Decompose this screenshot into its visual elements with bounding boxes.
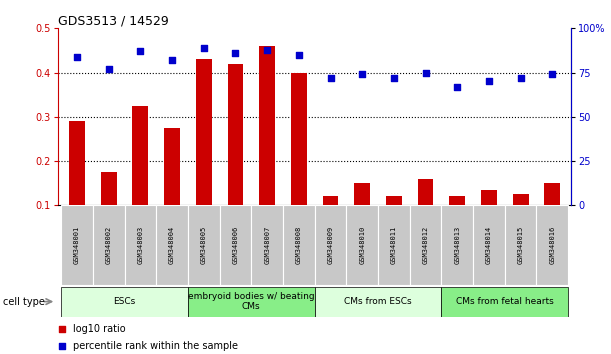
Point [547, 72, 557, 77]
Point [357, 72, 367, 77]
Point [57, 326, 67, 331]
Bar [536, 205, 568, 285]
Bar [505, 205, 536, 285]
Bar [354, 183, 370, 250]
Bar [378, 205, 410, 285]
Point [199, 45, 209, 51]
Point [72, 54, 82, 59]
Bar [93, 205, 125, 285]
Bar [441, 205, 473, 285]
Text: GSM348012: GSM348012 [423, 226, 428, 264]
Bar [513, 194, 529, 250]
Text: CMs from ESCs: CMs from ESCs [344, 297, 412, 306]
Bar [315, 205, 346, 285]
Bar [386, 196, 402, 250]
Text: GSM348010: GSM348010 [359, 226, 365, 264]
Bar [188, 205, 219, 285]
Text: embryoid bodies w/ beating
CMs: embryoid bodies w/ beating CMs [188, 292, 315, 312]
Text: log10 ratio: log10 ratio [73, 324, 125, 333]
Text: percentile rank within the sample: percentile rank within the sample [73, 341, 238, 351]
Point [389, 75, 399, 81]
Bar [196, 59, 211, 250]
Bar [69, 121, 85, 250]
Bar [61, 205, 93, 285]
Point [452, 84, 462, 90]
Bar [101, 172, 117, 250]
Bar [291, 73, 307, 250]
Bar [315, 287, 441, 317]
Bar [61, 287, 188, 317]
Bar [410, 205, 441, 285]
Bar [449, 196, 465, 250]
Bar [164, 128, 180, 250]
Text: GDS3513 / 14529: GDS3513 / 14529 [58, 14, 169, 27]
Text: GSM348001: GSM348001 [74, 226, 80, 264]
Bar [323, 196, 338, 250]
Bar [227, 64, 243, 250]
Text: GSM348002: GSM348002 [106, 226, 112, 264]
Point [104, 66, 114, 72]
Bar [251, 205, 283, 285]
Bar [219, 205, 251, 285]
Bar [441, 287, 568, 317]
Point [57, 343, 67, 349]
Text: ESCs: ESCs [114, 297, 136, 306]
Text: GSM348011: GSM348011 [391, 226, 397, 264]
Bar [259, 46, 275, 250]
Text: GSM348008: GSM348008 [296, 226, 302, 264]
Point [484, 79, 494, 84]
Text: GSM348015: GSM348015 [518, 226, 524, 264]
Point [167, 57, 177, 63]
Text: GSM348007: GSM348007 [264, 226, 270, 264]
Point [420, 70, 430, 75]
Bar [473, 205, 505, 285]
Text: GSM348004: GSM348004 [169, 226, 175, 264]
Text: GSM348016: GSM348016 [549, 226, 555, 264]
Bar [346, 205, 378, 285]
Point [326, 75, 335, 81]
Text: GSM348003: GSM348003 [137, 226, 144, 264]
Point [294, 52, 304, 58]
Bar [156, 205, 188, 285]
Bar [125, 205, 156, 285]
Bar [418, 179, 433, 250]
Text: cell type: cell type [3, 297, 45, 307]
Text: GSM348005: GSM348005 [201, 226, 207, 264]
Bar [133, 106, 148, 250]
Text: GSM348009: GSM348009 [327, 226, 334, 264]
Text: GSM348013: GSM348013 [454, 226, 460, 264]
Point [136, 48, 145, 54]
Text: CMs from fetal hearts: CMs from fetal hearts [456, 297, 554, 306]
Point [516, 75, 525, 81]
Text: GSM348014: GSM348014 [486, 226, 492, 264]
Bar [544, 183, 560, 250]
Bar [188, 287, 315, 317]
Point [230, 50, 240, 56]
Point [262, 47, 272, 52]
Text: GSM348006: GSM348006 [232, 226, 238, 264]
Bar [481, 190, 497, 250]
Bar [283, 205, 315, 285]
